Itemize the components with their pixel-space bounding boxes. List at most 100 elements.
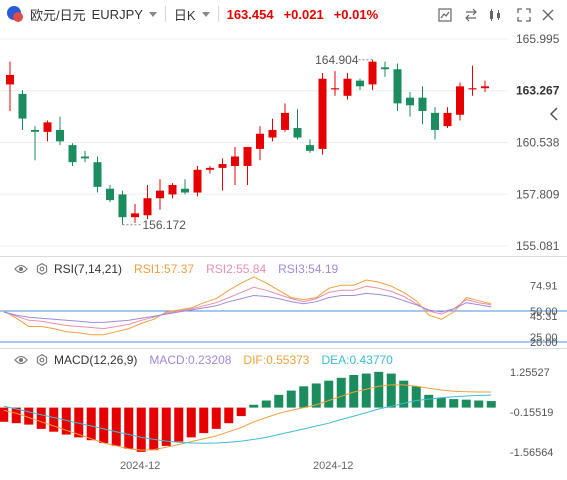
candle-body — [343, 78, 352, 96]
rsi1-value: RSI1:57.37 — [134, 262, 195, 276]
candle-body — [481, 86, 489, 89]
symbol-logo-icon[interactable] — [6, 5, 24, 23]
macd-histogram-bar — [286, 390, 296, 408]
macd-histogram-bar — [11, 407, 21, 424]
candle-body — [193, 169, 202, 193]
candle-body — [56, 129, 64, 142]
macd-histogram-bar — [324, 380, 334, 408]
candle-body — [368, 61, 377, 85]
candle-body — [356, 80, 364, 87]
candle-body — [443, 112, 452, 127]
macd-title: MACD(12,26,9) — [54, 353, 138, 367]
fullscreen-icon[interactable] — [517, 8, 531, 22]
time-axis: 2024-12 2024-12 — [0, 458, 567, 480]
macd-histogram-bar — [349, 374, 359, 408]
chevron-down-icon[interactable] — [201, 11, 210, 17]
price-change: +0.021 — [283, 6, 324, 22]
macd-value: MACD:0.23208 — [149, 353, 232, 367]
candle-body — [181, 188, 189, 193]
interval-select[interactable]: 日K — [173, 7, 196, 23]
eye-icon[interactable] — [14, 354, 28, 366]
indicator-settings-icon[interactable] — [488, 8, 502, 22]
macd-histogram-bar — [436, 397, 446, 408]
candle-body — [243, 147, 252, 166]
dea-value: DEA:0.43770 — [321, 353, 393, 367]
gear-icon[interactable] — [36, 354, 48, 366]
rsi-axis-label: 45.31 — [530, 311, 558, 323]
macd-histogram-bar — [74, 407, 84, 438]
candle-body — [331, 88, 339, 90]
symbol-name[interactable]: 欧元/日元 — [30, 7, 86, 23]
macd-histogram-bar — [299, 386, 309, 408]
candle-body — [168, 184, 177, 195]
macd-histogram-bar — [461, 399, 471, 408]
candle-body — [381, 67, 389, 70]
candle-body — [43, 122, 52, 132]
macd-histogram-bar — [361, 373, 371, 408]
macd-histogram-bar — [336, 377, 346, 408]
candle-body — [256, 133, 264, 149]
macd-histogram-bar — [149, 407, 159, 451]
symbol-code[interactable]: EURJPY — [91, 6, 143, 22]
candle-body — [118, 194, 127, 218]
eye-icon[interactable] — [14, 263, 28, 275]
settings-icon[interactable] — [541, 8, 555, 22]
candle-body — [293, 128, 302, 138]
candle-body — [31, 129, 39, 132]
macd-histogram-bar — [236, 407, 246, 417]
candle-body — [68, 145, 77, 163]
macd-histogram-bar — [111, 407, 121, 446]
candle-body — [143, 198, 152, 216]
price-axis-label: 160.538 — [516, 136, 560, 150]
candle-type-icon[interactable] — [438, 8, 452, 22]
price-axis-label: 157.809 — [516, 187, 560, 201]
dea-line — [3, 394, 492, 444]
price-change-pct: +0.01% — [333, 6, 379, 22]
rsi-title: RSI(7,14,21) — [54, 262, 123, 276]
macd-histogram-bar — [411, 386, 421, 408]
candle-body — [431, 112, 439, 130]
rsi-axis-label: 20.00 — [530, 337, 558, 346]
rsi-axis-label: 74.91 — [530, 280, 558, 292]
macd-histogram-bar — [424, 394, 434, 408]
candle-body — [131, 213, 139, 218]
collapse-icon[interactable] — [549, 106, 559, 122]
macd-histogram-bar — [386, 373, 396, 408]
macd-histogram-bar — [49, 407, 59, 432]
rsi2-value: RSI2:55.84 — [206, 262, 267, 276]
price-chart[interactable]: 165.995 163.267 160.538 157.809 155.081 164.9… — [0, 30, 567, 252]
compare-icon[interactable] — [464, 8, 478, 22]
rsi-series-line — [3, 285, 492, 330]
candle-body — [231, 156, 239, 166]
macd-histogram-bar — [136, 407, 146, 452]
candle-body — [93, 162, 102, 187]
candle-body — [206, 167, 214, 170]
candle-body — [406, 97, 414, 106]
time-label: 2024-12 — [313, 460, 354, 472]
macd-header: MACD(12,26,9) MACD:0.23208 DIF:0.55373 D… — [14, 353, 393, 367]
candle-body — [318, 78, 327, 149]
macd-histogram-bar — [161, 407, 171, 446]
rsi3-value: RSI3:54.19 — [278, 262, 339, 276]
rsi-header: RSI(7,14,21) RSI1:57.37 RSI2:55.84 RSI3:… — [14, 262, 338, 276]
candle-body — [156, 190, 164, 199]
toolbar: 欧元/日元 EURJPY 日K 163.454 +0.021 +0.01% — [0, 0, 567, 28]
macd-axis-label: -0.15519 — [510, 407, 553, 419]
macd-histogram-bar — [399, 380, 409, 408]
macd-histogram-bar — [124, 407, 134, 449]
macd-axis-label: -1.56564 — [510, 447, 553, 458]
rsi-series-line — [3, 292, 492, 323]
macd-histogram-bar — [0, 407, 9, 422]
macd-histogram-bar — [86, 407, 96, 441]
price-axis-label: 165.995 — [516, 32, 560, 46]
gear-icon[interactable] — [36, 263, 48, 275]
candle-body — [306, 145, 314, 151]
macd-chart[interactable]: 1.25527 -0.15519 -1.56564 — [0, 368, 567, 458]
rsi-axis-label: 50.00 — [530, 306, 558, 318]
dropdown-icon[interactable] — [148, 11, 157, 17]
macd-histogram-bar — [61, 407, 71, 435]
macd-histogram-bar — [186, 407, 196, 438]
candle-body — [6, 74, 14, 85]
